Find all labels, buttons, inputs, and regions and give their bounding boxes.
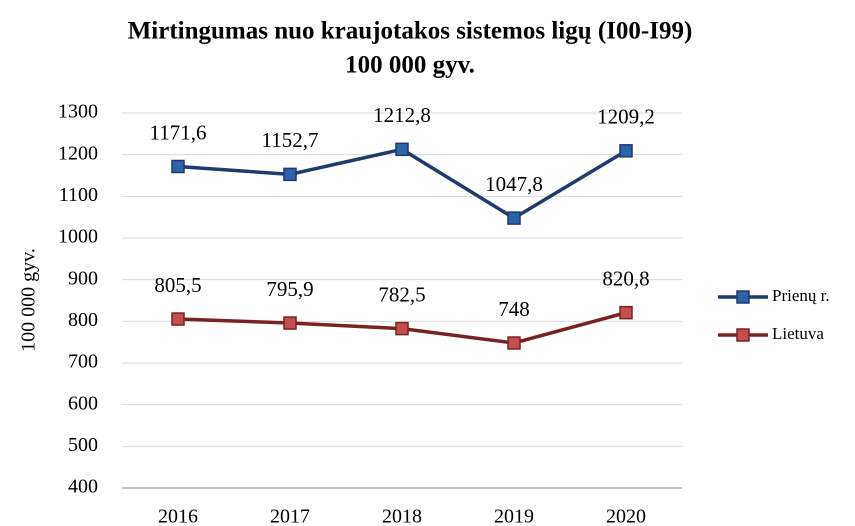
data-label: 805,5 xyxy=(154,273,201,297)
data-label: 748 xyxy=(498,297,530,321)
chart-title: Mirtingumas nuo kraujotakos sistemos lig… xyxy=(128,18,693,45)
y-tick-label: 1000 xyxy=(58,226,98,248)
y-tick-label: 600 xyxy=(68,392,98,414)
legend-label: Prienų r. xyxy=(772,286,830,305)
data-label: 1171,6 xyxy=(150,120,207,144)
point-marker xyxy=(283,316,297,330)
point-marker xyxy=(507,336,521,350)
legend-label: Lietuva xyxy=(772,324,824,343)
point-marker xyxy=(395,321,409,336)
point-marker xyxy=(619,144,633,158)
point-marker xyxy=(171,312,185,326)
y-axis-label: 100 000 gyv. xyxy=(18,248,40,352)
x-tick-label: 2018 xyxy=(382,506,422,526)
legend-marker xyxy=(736,328,750,342)
y-tick-label: 700 xyxy=(68,351,98,373)
legend-marker xyxy=(736,290,750,304)
point-marker xyxy=(395,142,409,157)
x-tick-label: 2020 xyxy=(606,506,646,526)
x-tick-label: 2017 xyxy=(270,506,310,526)
point-marker xyxy=(507,211,521,225)
y-tick-label: 400 xyxy=(68,476,98,498)
data-label: 782,5 xyxy=(378,282,425,306)
data-label: 795,9 xyxy=(266,277,313,301)
y-tick-label: 1100 xyxy=(59,184,98,206)
x-tick-label: 2019 xyxy=(494,506,534,526)
point-marker xyxy=(619,305,633,320)
y-tick-label: 900 xyxy=(68,267,98,289)
point-marker xyxy=(171,159,185,174)
y-tick-label: 800 xyxy=(68,309,98,331)
data-label: 820,8 xyxy=(602,266,649,290)
series-line xyxy=(177,147,627,221)
point-marker xyxy=(283,167,297,182)
y-tick-label: 1200 xyxy=(58,142,98,164)
data-label: 1209,2 xyxy=(597,105,655,129)
x-tick-label: 2016 xyxy=(158,506,198,526)
y-tick-label: 500 xyxy=(68,434,98,456)
data-label: 1047,8 xyxy=(485,172,543,196)
data-label: 1152,7 xyxy=(262,128,319,152)
y-tick-label: 1300 xyxy=(58,101,98,123)
data-label: 1212,8 xyxy=(373,103,431,127)
chart-title: 100 000 gyv. xyxy=(345,52,475,79)
